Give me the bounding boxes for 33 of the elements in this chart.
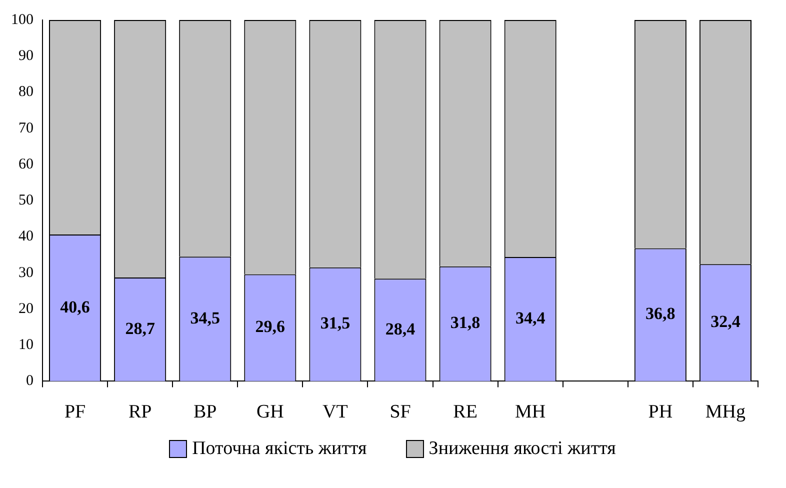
data-label: 40,6 [60, 297, 90, 316]
y-tick-label: 80 [18, 84, 34, 100]
x-tick-label: RP [128, 402, 152, 423]
x-tick-label: SF [390, 402, 411, 423]
y-tick-label: 70 [18, 120, 34, 136]
x-tick-label: BP [193, 402, 217, 423]
data-label: 28,4 [385, 319, 416, 338]
data-label: 32,4 [710, 312, 741, 332]
legend-label: Зниження якості життя [428, 438, 616, 460]
legend-label: Поточна якість життя [192, 438, 367, 460]
y-tick-label: 100 [11, 12, 34, 28]
x-tick-label: PH [648, 402, 673, 423]
data-label: 34,5 [190, 308, 220, 328]
y-tick-label: 30 [18, 264, 34, 281]
y-tick-label: 40 [18, 228, 34, 245]
x-tick-label: RE [453, 402, 478, 423]
y-tick-label: 0 [26, 373, 34, 390]
data-label: 31,5 [320, 314, 350, 333]
x-tick-label: PF [64, 402, 86, 423]
y-tick-label: 20 [18, 300, 34, 317]
x-tick-label: MH [515, 402, 546, 423]
data-label: 28,7 [125, 318, 156, 338]
x-tick-label: MHg [705, 402, 746, 423]
x-tick-label: GH [256, 402, 284, 423]
x-tick-label: VT [322, 402, 348, 423]
data-label: 34,4 [515, 308, 546, 328]
y-tick-label: 60 [18, 156, 34, 172]
data-label: 36,8 [646, 304, 676, 324]
y-tick-label: 50 [18, 192, 34, 209]
data-label: 29,6 [255, 317, 286, 336]
y-tick-label: 90 [18, 48, 34, 64]
data-label: 31,8 [450, 313, 480, 332]
y-tick-label: 10 [18, 337, 34, 354]
